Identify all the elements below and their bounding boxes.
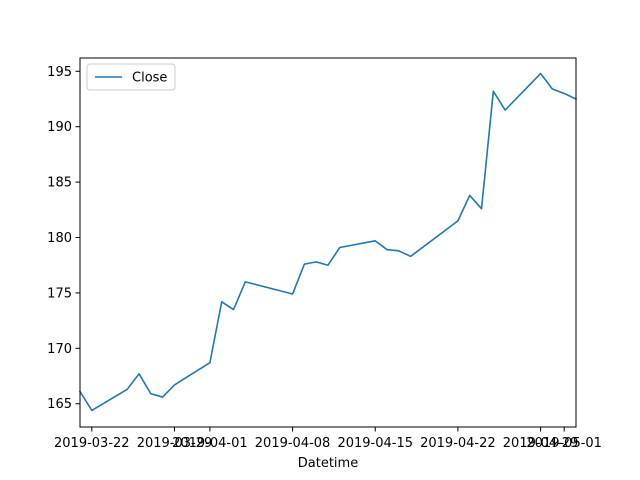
x-axis-title: Datetime <box>298 456 358 471</box>
y-tick-label: 180 <box>47 231 72 246</box>
legend-box <box>86 63 176 91</box>
x-tick-label: 2019-03-29 <box>137 436 213 451</box>
y-tick-label: 175 <box>47 286 72 301</box>
x-tick-label: 2019-04-08 <box>255 436 331 451</box>
legend: Close <box>86 63 176 91</box>
x-tick-label: 2019-05-01 <box>526 436 602 451</box>
y-tick-label: 185 <box>47 176 72 191</box>
x-tick-label: 2019-04-29 <box>503 436 579 451</box>
y-axis: 165 170 175 180 185 190 195 <box>47 65 80 412</box>
y-tick-label: 190 <box>47 120 72 135</box>
axes-frame <box>79 57 577 428</box>
x-tick-label: 2019-04-22 <box>420 436 496 451</box>
x-tick-label: 2019-04-01 <box>172 436 248 451</box>
series-line-0 <box>78 72 578 412</box>
y-tick-label: 195 <box>47 65 72 80</box>
x-tick-label: 2019-04-15 <box>337 436 413 451</box>
plot-area <box>78 72 578 412</box>
x-tick-label: 2019-03-22 <box>54 436 130 451</box>
y-tick-label: 170 <box>47 342 72 357</box>
y-tick-label: 165 <box>47 397 72 412</box>
legend-label: Close <box>132 71 167 86</box>
